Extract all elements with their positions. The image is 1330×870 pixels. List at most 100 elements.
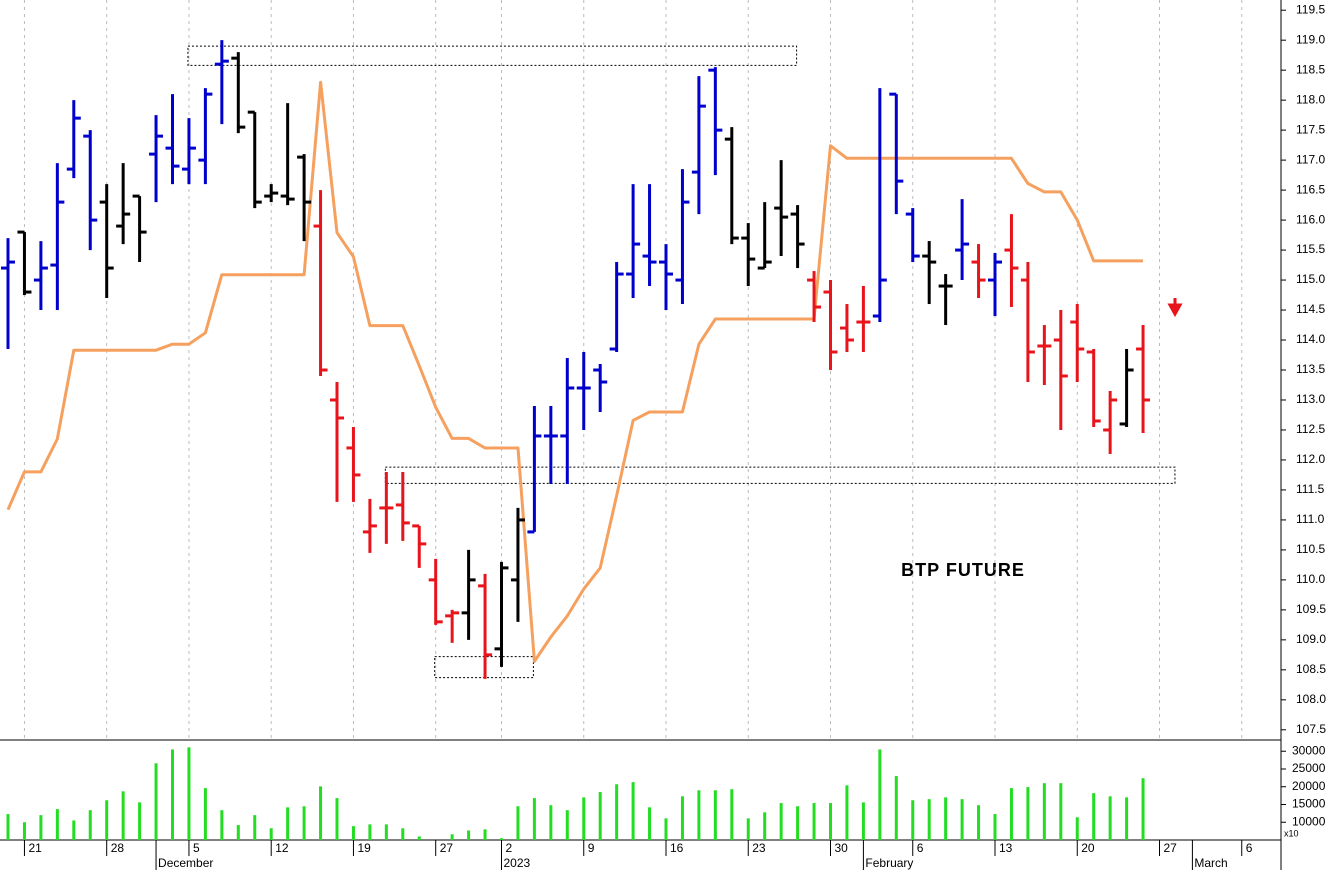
volume-bar	[302, 806, 306, 840]
volume-bar	[368, 824, 372, 840]
x-tick-label: 19	[357, 841, 371, 855]
volume-tick-label: 20000	[1292, 779, 1326, 793]
volume-bar	[72, 820, 76, 840]
volume-bar	[401, 828, 405, 840]
y-tick-label: 108.0	[1296, 692, 1326, 706]
x-tick-label: 21	[28, 841, 42, 855]
x-tick-label: March	[1194, 856, 1227, 870]
volume-bar	[220, 810, 224, 840]
volume-bar	[121, 791, 125, 840]
y-tick-label: 117.0	[1296, 152, 1325, 166]
x-tick-label: 2023	[504, 856, 531, 870]
volume-bar	[450, 834, 454, 840]
volume-bar	[253, 815, 257, 840]
volume-bar	[236, 825, 240, 840]
volume-bar	[927, 799, 931, 840]
volume-tick-label: 25000	[1292, 761, 1326, 775]
volume-bar	[319, 786, 323, 840]
x-tick-label: 12	[275, 841, 289, 855]
volume-bar	[631, 782, 635, 840]
volume-bar	[335, 798, 339, 840]
volume-bar	[269, 828, 273, 840]
volume-bar	[796, 806, 800, 840]
volume-bar	[39, 815, 43, 840]
volume-bar	[713, 790, 717, 840]
volume-tick-label: 30000	[1292, 743, 1326, 757]
x-tick-label: 23	[752, 841, 766, 855]
y-tick-label: 114.0	[1296, 332, 1325, 346]
volume-bar	[845, 785, 849, 840]
volume-tick-label: 10000	[1292, 814, 1326, 828]
volume-bar	[22, 822, 26, 840]
volume-bar	[532, 798, 536, 840]
volume-bar	[203, 788, 207, 840]
volume-bar	[878, 749, 882, 840]
y-tick-label: 119.0	[1296, 32, 1325, 46]
volume-unit-label: x10	[1284, 828, 1299, 838]
volume-bar	[697, 790, 701, 840]
volume-bar	[1125, 797, 1129, 840]
x-tick-label: 27	[1164, 841, 1178, 855]
volume-bar	[565, 810, 569, 840]
signal-arrow	[1167, 298, 1183, 318]
y-tick-label: 113.5	[1296, 362, 1325, 376]
x-tick-label: 20	[1081, 841, 1095, 855]
volume-bar	[1042, 783, 1046, 840]
y-tick-label: 114.5	[1296, 302, 1325, 316]
volume-bar	[154, 763, 158, 840]
volume-bar	[680, 796, 684, 840]
volume-bar	[1009, 788, 1013, 840]
trend-line	[6, 80, 1143, 663]
volume-bar	[1141, 778, 1145, 840]
y-tick-label: 108.5	[1296, 662, 1326, 676]
volume-bar	[1026, 787, 1030, 840]
volume-bar	[1059, 783, 1063, 840]
x-tick-label: 13	[999, 841, 1013, 855]
x-tick-label: 9	[588, 841, 595, 855]
support-box	[384, 466, 1176, 484]
volume-bar	[1092, 793, 1096, 840]
volume-bar	[861, 802, 865, 840]
volume-bar	[763, 812, 767, 840]
y-tick-label: 110.0	[1296, 572, 1325, 586]
y-tick-label: 116.5	[1296, 182, 1325, 196]
x-tick-label: 6	[1246, 841, 1253, 855]
chart-title: BTP FUTURE	[901, 560, 1025, 580]
volume-bar	[1075, 817, 1079, 840]
volume-bar	[105, 800, 109, 840]
y-tick-label: 109.0	[1296, 632, 1326, 646]
x-tick-label: 2	[506, 841, 513, 855]
volume-bar	[812, 803, 816, 840]
volume-bar	[483, 829, 487, 840]
volume-bar	[351, 826, 355, 840]
y-tick-label: 111.0	[1296, 512, 1325, 526]
y-tick-label: 109.5	[1296, 602, 1326, 616]
y-tick-label: 112.0	[1296, 452, 1325, 466]
volume-bar	[384, 824, 388, 840]
y-tick-label: 115.0	[1296, 272, 1325, 286]
volume-bar	[417, 836, 421, 840]
y-tick-label: 110.5	[1296, 542, 1325, 556]
volume-bar	[829, 803, 832, 840]
volume-bar	[171, 749, 174, 840]
support-box	[187, 45, 798, 66]
x-tick-label: February	[865, 856, 913, 870]
y-tick-label: 115.5	[1296, 242, 1325, 256]
volume-tick-label: 15000	[1292, 797, 1326, 811]
x-tick-label: December	[158, 856, 213, 870]
volume-bar	[730, 789, 734, 840]
y-tick-label: 119.5	[1296, 2, 1325, 16]
volume-bar	[746, 818, 750, 840]
volume-bar	[88, 810, 92, 840]
y-tick-label: 111.5	[1296, 482, 1325, 496]
volume-bar	[500, 838, 503, 840]
y-tick-label: 113.0	[1296, 392, 1325, 406]
volume-bar	[138, 802, 142, 840]
volume-bar	[516, 806, 520, 840]
y-tick-label: 118.5	[1296, 62, 1325, 76]
volume-bar	[1108, 796, 1112, 840]
y-tick-label: 117.5	[1296, 122, 1325, 136]
